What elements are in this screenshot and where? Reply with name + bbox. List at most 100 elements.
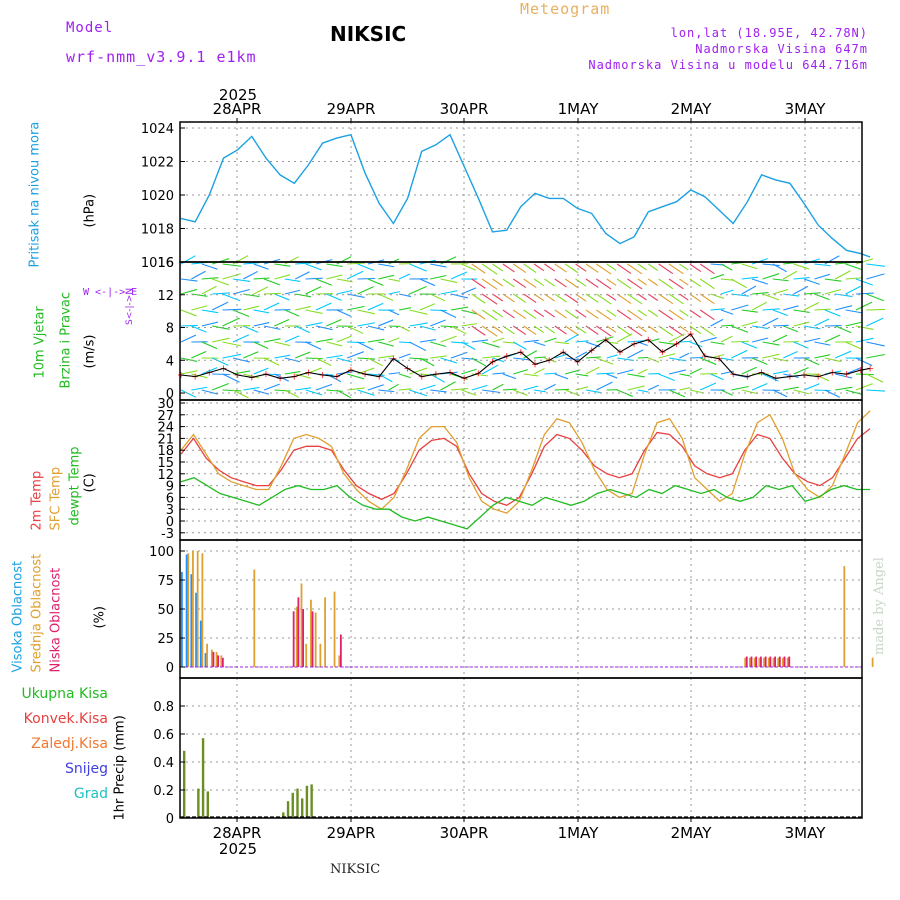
wind-barb (388, 372, 401, 375)
wind-barb (647, 278, 659, 286)
wind-barb (191, 325, 207, 333)
wind-barb (295, 293, 312, 298)
wind-barb (409, 341, 427, 352)
cloud-bar (201, 553, 204, 667)
wind-barb (523, 325, 537, 335)
day-label-top: 2MAY (671, 100, 713, 118)
wind-barb (450, 387, 469, 391)
wind-barb (762, 308, 780, 311)
wind-barb (824, 309, 841, 317)
wind-compass: W <-|-> E (83, 287, 138, 298)
wind-barb (440, 325, 458, 328)
wind-barb (409, 286, 427, 295)
wind-barb (346, 373, 365, 380)
wind-barb (741, 276, 759, 280)
cloud-tick-label: 25 (157, 632, 174, 647)
day-label-bottom: 28APR (213, 824, 262, 842)
wind-barb (596, 372, 615, 375)
wind-barb (357, 341, 374, 351)
legend-convective-rain: Konvek.Kisa (23, 711, 108, 727)
wind-barb (336, 357, 353, 363)
cloud-tick-label: 50 (157, 603, 174, 618)
wind-barb (658, 263, 674, 275)
wind-barb (211, 382, 229, 391)
cloud-bar (204, 653, 207, 667)
temp-tick-label: 12 (157, 468, 174, 483)
wind-barb (783, 305, 799, 311)
wind-barb (367, 338, 385, 343)
wind-barb (855, 383, 873, 391)
wind-barb (461, 263, 477, 271)
wind-barb (295, 305, 312, 311)
cloud-bar (774, 656, 776, 667)
cloud-bar (215, 651, 218, 667)
cloud-bar (750, 656, 753, 667)
wind-barb (253, 389, 270, 395)
wind-barb (606, 293, 617, 301)
cloud-bar (185, 554, 188, 667)
wind-barb (492, 383, 504, 391)
wind-barb (430, 319, 446, 327)
pressure-frame (179, 121, 863, 263)
wind-barb (845, 341, 862, 350)
wind-barb (751, 357, 768, 365)
wind-barb (606, 325, 617, 333)
wind-barb (606, 309, 617, 317)
temp-tick-label: 6 (166, 491, 174, 506)
wind-barb (243, 386, 260, 391)
precip-bar (201, 738, 205, 818)
wind-barb (834, 325, 852, 334)
wind-barb (554, 293, 567, 303)
wind-barb (575, 278, 587, 287)
wind-barb (731, 304, 749, 311)
wind-barb (668, 389, 686, 398)
wind-barb (357, 322, 376, 327)
wind-barb (783, 351, 798, 359)
wind-barb (554, 341, 570, 345)
wind-barb (710, 318, 724, 327)
wind-barb (710, 308, 725, 311)
pressure-tick-label: 1024 (141, 122, 174, 137)
cloud-tick-label: 100 (149, 545, 174, 560)
wind-barb (502, 373, 517, 380)
cloud-bar (749, 657, 751, 667)
wind-barb (523, 373, 539, 377)
wind-barb (658, 341, 676, 345)
wind-barb (668, 333, 685, 343)
wind-barb (679, 387, 691, 391)
wind-barb (596, 325, 612, 337)
wind-barb (180, 370, 198, 375)
wind-barb (180, 278, 198, 282)
cloud-bar (763, 657, 765, 667)
wind-barb (243, 270, 258, 280)
wind-barb (627, 349, 644, 359)
cloud-bar (333, 591, 336, 667)
wind-barb (326, 263, 343, 268)
wind-barb (263, 383, 280, 391)
wind-barb (824, 255, 840, 265)
temp-tick-label: 27 (157, 409, 174, 424)
pressure-tick-label: 1020 (141, 189, 174, 204)
wind-barb (523, 385, 539, 391)
wind-barb (720, 357, 734, 361)
wind-barb (814, 318, 830, 327)
precip-tick-label: 0.4 (153, 756, 174, 771)
wind-barb (533, 367, 545, 375)
pressure-tick-label: 1022 (141, 156, 174, 171)
wind-barb (284, 389, 299, 398)
wind-barb (367, 325, 385, 331)
wind-barb (762, 263, 780, 267)
wind-barb (679, 263, 689, 271)
wind-barb (378, 355, 395, 359)
wind-barb (866, 353, 885, 359)
wind-barb (440, 290, 458, 295)
wind-barb (544, 278, 556, 287)
wind-barb (565, 389, 580, 397)
wind-barb (544, 263, 556, 272)
legend-snow: Snijeg (64, 761, 108, 777)
wind-barb (512, 278, 527, 289)
wind-barb (399, 388, 412, 391)
wind-barb (211, 278, 230, 286)
wind-barb (191, 270, 206, 280)
wind-barb (367, 384, 384, 391)
